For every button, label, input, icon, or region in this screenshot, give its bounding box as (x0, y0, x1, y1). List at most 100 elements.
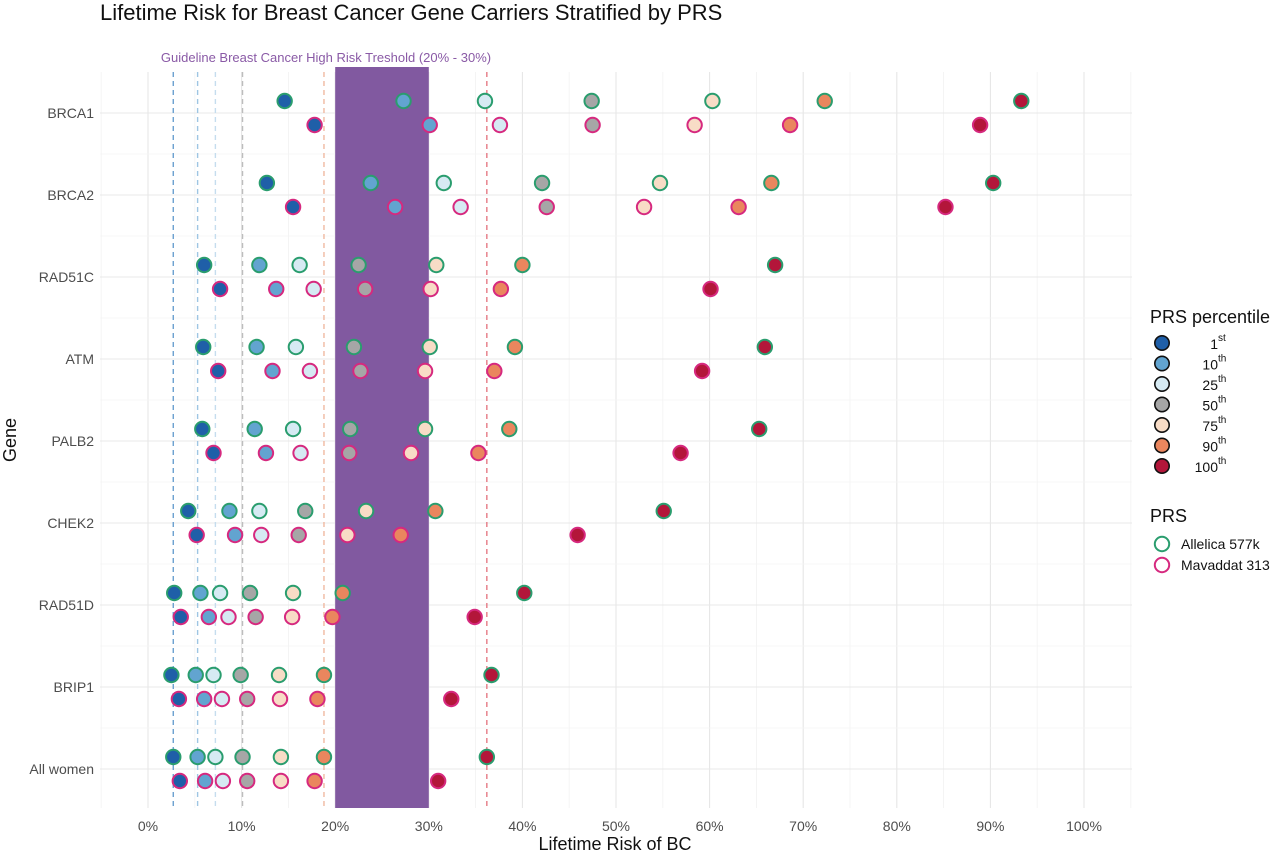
data-point (226, 526, 244, 544)
legend-percentile-label: 75 (1202, 418, 1218, 434)
data-point (248, 338, 265, 356)
data-point (214, 772, 232, 790)
x-tick-label: 50% (602, 818, 630, 834)
data-point (276, 92, 293, 110)
legend-percentile-key (1154, 334, 1171, 351)
data-point (253, 526, 270, 544)
data-point (357, 502, 375, 520)
data-point (220, 608, 237, 626)
legend-series-label: Mavaddat 313 (1181, 557, 1270, 573)
data-point (290, 526, 307, 544)
data-point (284, 584, 302, 602)
legend-percentile-key (1154, 437, 1171, 454)
data-point (985, 174, 1002, 192)
data-point (187, 666, 204, 684)
data-point (704, 92, 721, 110)
y-tick-label: BRIP1 (54, 679, 95, 695)
data-point (257, 444, 275, 462)
data-point (324, 608, 341, 626)
data-point (730, 198, 747, 216)
data-point (421, 116, 438, 134)
data-point (270, 666, 288, 684)
x-tick-label: 90% (976, 818, 1004, 834)
data-point (476, 92, 494, 110)
data-point (315, 666, 333, 684)
data-point (763, 174, 780, 192)
data-point (309, 690, 326, 708)
y-tick-label: RAD51D (39, 597, 94, 613)
data-point (506, 338, 524, 356)
data-point (192, 584, 209, 602)
data-point (170, 690, 188, 708)
data-point (213, 690, 231, 708)
data-point (352, 362, 369, 380)
data-point (272, 748, 290, 766)
data-point (210, 362, 227, 380)
y-tick-label: BRCA2 (47, 187, 94, 203)
data-point (492, 280, 510, 298)
data-point (937, 198, 954, 216)
data-point (292, 444, 309, 462)
data-point (207, 748, 224, 766)
data-point (672, 444, 689, 462)
y-tick-label: PALB2 (51, 433, 94, 449)
data-point (165, 748, 182, 766)
data-point (702, 280, 719, 298)
data-point (247, 608, 264, 626)
data-point (491, 116, 509, 134)
data-point (483, 666, 500, 684)
legend-percentile-suffix: st (1218, 333, 1226, 344)
data-point (246, 420, 263, 438)
data-point (196, 772, 214, 790)
data-point (443, 690, 460, 708)
reference-lines (172, 72, 488, 808)
data-point (341, 420, 359, 438)
data-point (239, 690, 256, 708)
x-axis-title: Lifetime Risk of BC (538, 834, 691, 854)
y-tick-label: CHEK2 (47, 515, 94, 531)
data-point (241, 584, 259, 602)
legend-prs-items: Allelica 577k Mavaddat 313 (1153, 535, 1270, 574)
data-point (971, 116, 989, 134)
data-point (166, 584, 183, 602)
data-point (421, 338, 438, 356)
legend-percentile-title: PRS percentile (1150, 307, 1270, 327)
data-point (188, 526, 205, 544)
x-tick-label: 100% (1066, 818, 1102, 834)
data-point (569, 526, 586, 544)
legend-percentile-suffix: th (1218, 415, 1226, 426)
legend-series-key (1153, 535, 1171, 553)
legend-percentile-label: 1 (1210, 336, 1218, 352)
y-axis-title: Gene (0, 418, 20, 462)
legend-series-key (1153, 556, 1171, 574)
data-point (195, 256, 213, 274)
data-point (781, 116, 799, 134)
data-point (180, 502, 197, 520)
data-point (816, 92, 833, 110)
data-point (470, 444, 487, 462)
legend-percentile-label: 100 (1195, 459, 1219, 475)
data-point (1013, 92, 1030, 110)
legend-percentile-suffix: th (1218, 456, 1226, 467)
data-point (501, 420, 518, 438)
data-point (756, 338, 774, 356)
data-point (306, 116, 323, 134)
x-axis-ticks: 0% 10% 20% 30% 40% 50% 60% 70% 80% 90% 100% (138, 818, 1102, 834)
data-point (189, 748, 206, 766)
data-point (301, 362, 319, 380)
legend-percentile-label: 10 (1202, 357, 1218, 373)
y-tick-label: All women (29, 761, 94, 777)
data-point (386, 198, 404, 216)
data-point (283, 608, 301, 626)
x-tick-label: 70% (789, 818, 817, 834)
data-point (239, 772, 256, 790)
data-point (651, 174, 669, 192)
data-point (395, 92, 412, 110)
data-point (345, 338, 363, 356)
data-point (341, 444, 358, 462)
data-point (205, 666, 222, 684)
data-point (533, 174, 551, 192)
data-point (315, 748, 333, 766)
legend-series-label: Allelica 577k (1181, 536, 1261, 552)
